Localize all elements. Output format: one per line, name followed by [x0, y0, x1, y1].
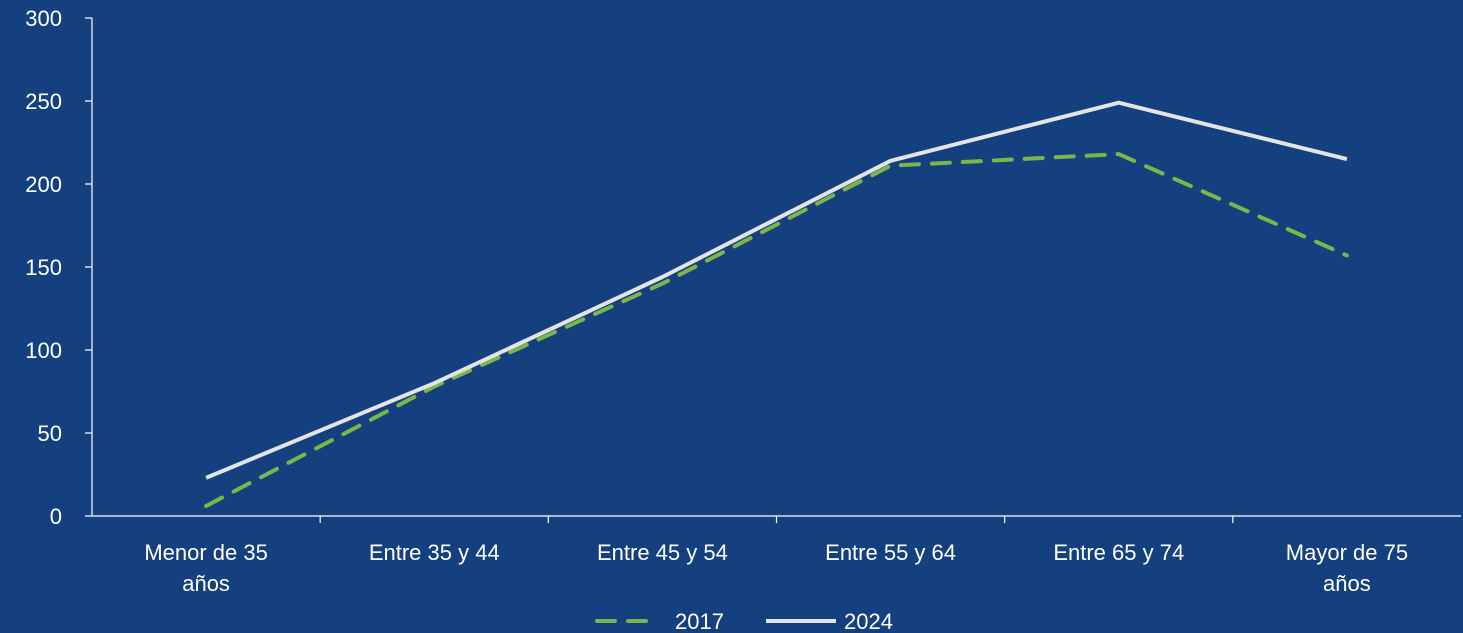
y-tick-label: 200: [25, 172, 62, 197]
y-tick-label: 50: [38, 421, 62, 446]
y-tick-label: 300: [25, 6, 62, 31]
x-tick-label: Entre 35 y 44: [369, 540, 500, 565]
x-tick-label: Entre 55 y 64: [825, 540, 956, 565]
series-line-2017: [204, 152, 1349, 508]
x-tick-label: Entre 65 y 74: [1053, 540, 1184, 565]
y-tick-label: 0: [50, 504, 62, 529]
x-axis-ticks: Menor de 35 años Entre 35 y 44 Entre 45 y 5…: [144, 516, 1408, 596]
y-tick-label: 100: [25, 338, 62, 363]
y-axis-ticks: 0 50 100 150 200 250 300: [25, 6, 92, 529]
legend: 2017 2024: [595, 609, 893, 633]
x-tick-label: Menor de 35 años: [144, 540, 268, 596]
x-tick-label: Entre 45 y 54: [597, 540, 728, 565]
legend-label-2024: 2024: [844, 609, 893, 633]
y-tick-label: 150: [25, 255, 62, 280]
legend-label-2017: 2017: [675, 609, 724, 633]
x-tick-label: Mayor de 75 años: [1286, 540, 1408, 596]
series-lines: [204, 100, 1349, 508]
y-tick-label: 250: [25, 89, 62, 114]
series-line-2024: [205, 100, 1348, 480]
